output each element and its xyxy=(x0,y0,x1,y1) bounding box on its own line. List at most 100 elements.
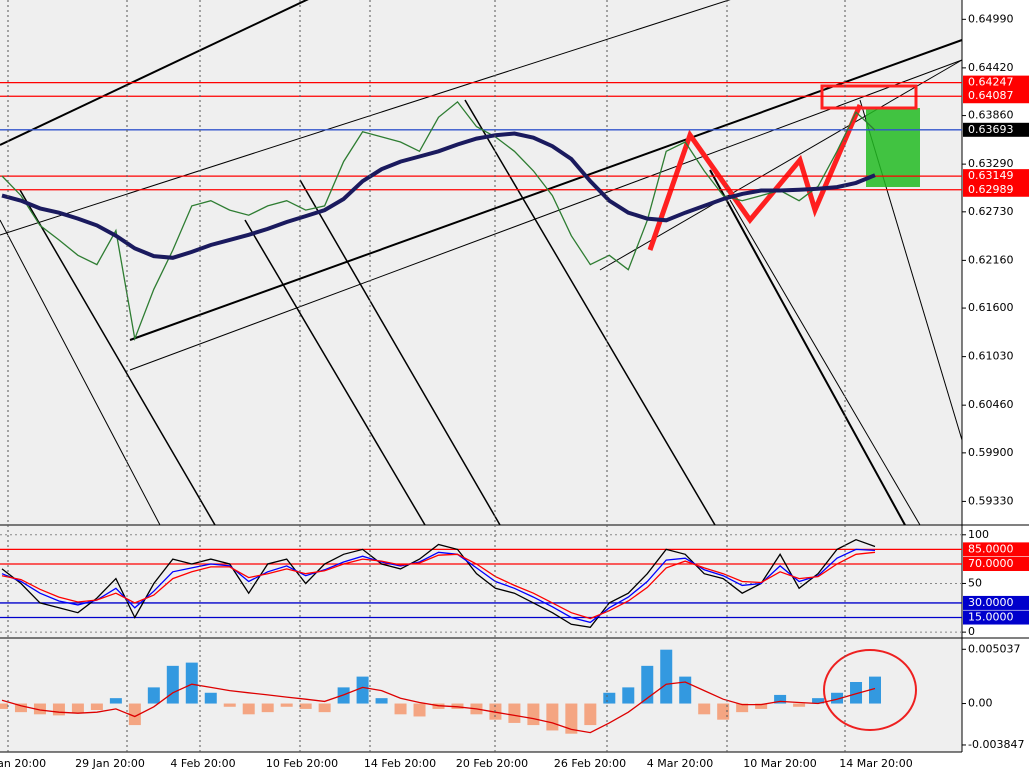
level-label: 85.0000 xyxy=(968,542,1014,555)
trendline xyxy=(244,219,426,526)
y-tick-label: 0.61030 xyxy=(968,350,1014,363)
series-line xyxy=(1,551,876,620)
highlight-ellipse xyxy=(823,649,917,731)
y-tick-label: 0.63290 xyxy=(968,157,1014,170)
histogram-bar xyxy=(736,703,749,713)
x-tick-label: 26 Feb 20:00 xyxy=(554,757,626,770)
x-tick-label: 4 Feb 20:00 xyxy=(170,757,235,770)
level-label-box xyxy=(963,89,1029,104)
histogram-bar xyxy=(679,676,692,704)
x-tick-label: 14 Feb 20:00 xyxy=(364,757,436,770)
y-tick-label: 0.005037 xyxy=(968,642,1021,655)
x-tick-label: 14 Mar 20:00 xyxy=(839,757,912,770)
trendline xyxy=(0,219,161,526)
histogram-bar xyxy=(356,676,369,704)
histogram-bar xyxy=(14,703,27,713)
histogram-bar xyxy=(869,676,881,704)
histogram-bar xyxy=(831,692,844,704)
level-label-box xyxy=(963,556,1029,571)
level-label: 0.62989 xyxy=(968,183,1014,196)
level-label-box xyxy=(963,595,1029,610)
y-tick-label: 0.61600 xyxy=(968,301,1014,314)
level-label: 0.63149 xyxy=(968,169,1014,182)
resistance-box xyxy=(820,84,918,110)
y-tick-label: 0.00 xyxy=(968,697,993,710)
x-tick-label: 20 Feb 20:00 xyxy=(456,757,528,770)
series-line xyxy=(1,131,876,260)
level-label-box xyxy=(963,182,1029,197)
series-line xyxy=(1,548,876,624)
y-tick-label: 0 xyxy=(968,625,975,638)
histogram-bar xyxy=(90,703,103,710)
y-tick-label: 0.59330 xyxy=(968,494,1014,507)
level-label-box xyxy=(963,610,1029,625)
plot-background xyxy=(0,0,962,752)
histogram-bar xyxy=(793,703,806,707)
histogram-bar xyxy=(52,703,65,716)
level-label-box xyxy=(963,169,1029,184)
histogram-bar xyxy=(223,703,236,707)
level-label-box xyxy=(963,122,1029,137)
y-tick-label: 0.63860 xyxy=(968,109,1014,122)
histogram-bar xyxy=(755,703,768,709)
target-zone xyxy=(866,108,920,187)
histogram-bar xyxy=(527,703,540,726)
level-label-box xyxy=(963,75,1029,90)
histogram-bar xyxy=(584,703,597,726)
histogram-bar xyxy=(375,698,388,704)
histogram-bar xyxy=(394,703,407,715)
trendline xyxy=(599,59,963,271)
x-tick-label: Jan 20:00 xyxy=(0,757,46,770)
y-tick-label: 0.60460 xyxy=(968,398,1014,411)
level-label: 70.0000 xyxy=(968,557,1014,570)
level-label: 15.0000 xyxy=(968,611,1014,624)
histogram-bar xyxy=(166,665,179,704)
trendline xyxy=(709,169,906,526)
histogram-bar xyxy=(641,665,654,704)
y-tick-label: 0.62730 xyxy=(968,205,1014,218)
level-label: 30.0000 xyxy=(968,596,1014,609)
x-tick-label: 10 Mar 20:00 xyxy=(743,757,816,770)
histogram-bar xyxy=(622,687,635,704)
histogram-bar xyxy=(128,703,141,726)
histogram-bar xyxy=(261,703,274,713)
level-label-box xyxy=(963,542,1029,557)
histogram-bar xyxy=(546,703,559,731)
trendline xyxy=(299,179,501,526)
histogram-bar xyxy=(299,703,312,709)
y-tick-label: 100 xyxy=(968,528,989,541)
y-tick-label: 50 xyxy=(968,576,982,589)
histogram-bar xyxy=(71,703,84,714)
y-tick-label: 0.62160 xyxy=(968,253,1014,266)
x-tick-label: 29 Jan 20:00 xyxy=(75,757,145,770)
histogram-bar xyxy=(508,703,521,723)
x-tick-label: 4 Mar 20:00 xyxy=(647,757,713,770)
x-tick-label: 10 Feb 20:00 xyxy=(266,757,338,770)
histogram-bar xyxy=(204,692,217,704)
y-tick-label: 0.64990 xyxy=(968,12,1014,25)
level-label: 0.64247 xyxy=(968,76,1014,89)
histogram-bar xyxy=(774,694,787,704)
y-tick-label: -0.003847 xyxy=(968,738,1024,751)
histogram-bar xyxy=(318,703,331,713)
trendline xyxy=(19,189,216,526)
histogram-bar xyxy=(413,703,426,717)
histogram-bar xyxy=(850,682,863,704)
histogram-bar xyxy=(242,703,255,715)
trendline xyxy=(464,99,716,526)
series-line xyxy=(1,681,876,734)
y-tick-label: 0.59900 xyxy=(968,446,1014,459)
histogram-bar xyxy=(565,703,578,734)
trendline xyxy=(0,0,731,236)
series-line xyxy=(1,538,876,629)
level-label: 0.64087 xyxy=(968,89,1014,102)
histogram-bar xyxy=(660,649,673,704)
histogram-bar xyxy=(698,703,711,715)
histogram-bar xyxy=(33,703,46,715)
trendline xyxy=(0,0,309,146)
trendline xyxy=(729,199,921,526)
histogram-bar xyxy=(812,698,825,704)
histogram-bar xyxy=(280,703,293,707)
histogram-bar xyxy=(0,703,8,709)
